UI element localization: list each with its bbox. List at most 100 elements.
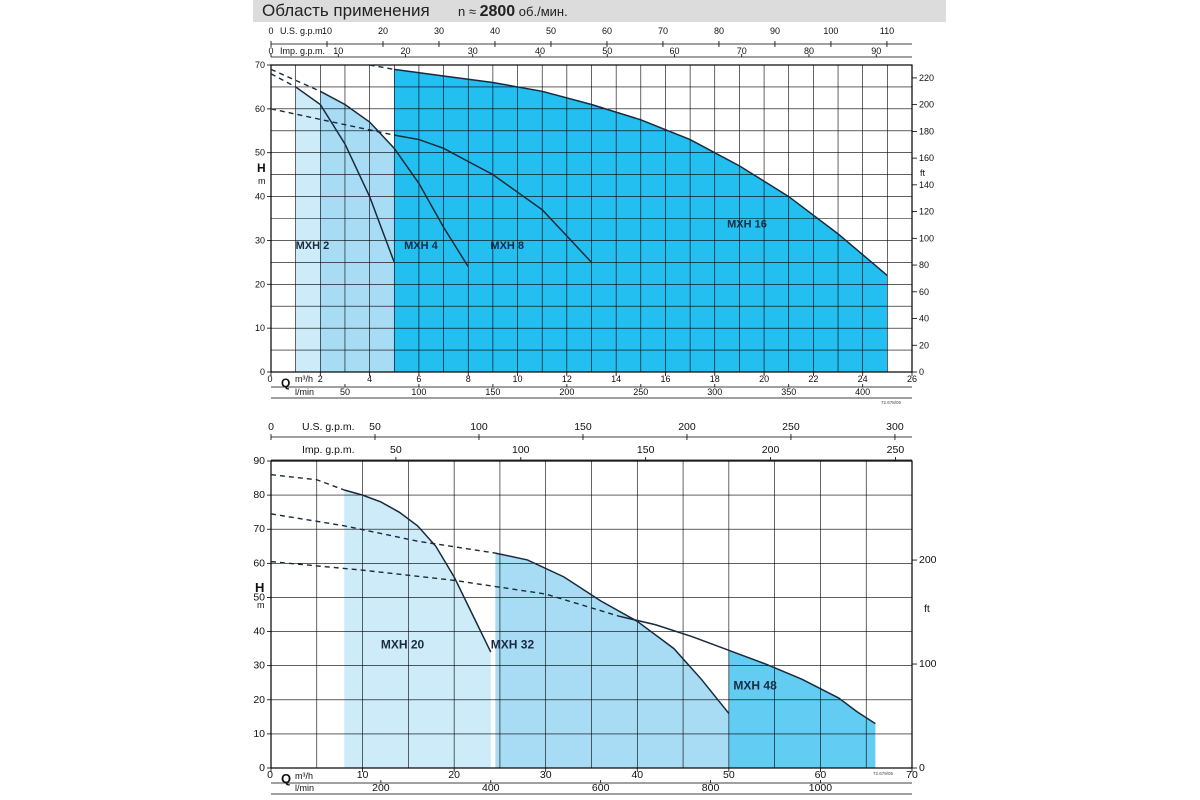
top-tick-label-usgpm: 30 xyxy=(434,26,444,36)
plot-frame xyxy=(270,64,913,373)
y-tick-label-ft: 100 xyxy=(919,233,934,243)
speed-value: 2800 xyxy=(479,3,516,20)
x-tick-label-zero: 0 xyxy=(267,769,273,781)
series-area-mxh-20 xyxy=(344,489,491,768)
top-tick-label-impgpm: 200 xyxy=(762,444,780,456)
x-tick-label-m3h: 12 xyxy=(562,374,572,384)
top-tick-label-impgpm: 40 xyxy=(535,46,545,56)
top-tick-label-usgpm: 250 xyxy=(782,421,800,433)
top-tick-label-usgpm: 70 xyxy=(658,26,668,36)
top-tick-label-usgpm: 50 xyxy=(546,26,556,36)
series-area-mxh-32 xyxy=(495,553,729,768)
y-tick-label-m: 60 xyxy=(253,557,265,569)
x-tick-label-lmin: 1000 xyxy=(809,782,833,794)
x-tick-label-zero: 0 xyxy=(267,374,272,384)
x-tick-label-m3h: 26 xyxy=(907,374,917,384)
top-tick-label-impgpm: 60 xyxy=(669,46,679,56)
top-tick-label-usgpm: 100 xyxy=(470,421,488,433)
x-tick-label-m3h: 60 xyxy=(815,769,827,781)
performance-curve-mxh-48 xyxy=(618,615,876,725)
x-tick-label-lmin: 250 xyxy=(633,387,648,397)
x-tick-label-lmin: 300 xyxy=(707,387,722,397)
x-axis-unit-m3h: m³/h xyxy=(295,374,313,384)
y-tick-label-m: 30 xyxy=(255,235,265,245)
top-tick-label-impgpm: 250 xyxy=(887,444,905,456)
x-tick-label-m3h: 50 xyxy=(723,769,735,781)
x-axis-unit-lmin: l/min xyxy=(295,783,314,793)
x-tick-label-m3h: 22 xyxy=(808,374,818,384)
dashed-extension-mxh-48 xyxy=(270,560,620,617)
y-tick-label-m: 50 xyxy=(253,591,265,603)
top-axis-label-usgpm: U.S. g.p.m. xyxy=(302,421,355,433)
x-tick-label-lmin: 50 xyxy=(340,387,350,397)
top-tick-label-usgpm: 40 xyxy=(490,26,500,36)
series-label: MXH 16 xyxy=(727,218,767,230)
x-tick-label-m3h: 20 xyxy=(448,769,460,781)
y-tick-label-m: 10 xyxy=(255,323,265,333)
top-tick-label-usgpm: 200 xyxy=(678,421,696,433)
x-tick-label-lmin: 200 xyxy=(372,782,390,794)
series-label: MXH 4 xyxy=(404,240,439,252)
performance-curve-mxh-20 xyxy=(344,489,492,653)
top-tick-label-usgpm: 20 xyxy=(378,26,388,36)
page-title: Область применения xyxy=(262,1,430,20)
x-tick-label-lmin: 200 xyxy=(559,387,574,397)
top-tick-label-impgpm: 10 xyxy=(333,46,343,56)
y-tick-label-ft: 180 xyxy=(919,126,934,136)
top-tick-label-usgpm: 0 xyxy=(268,421,274,433)
y-tick-label-ft: 40 xyxy=(919,314,929,324)
top-tick-label-impgpm: 50 xyxy=(602,46,612,56)
x-tick-label-lmin: 400 xyxy=(482,782,500,794)
performance-curve-mxh-16 xyxy=(394,68,888,277)
y-tick-label-m: 90 xyxy=(253,455,265,467)
y-tick-label-ft: 60 xyxy=(919,287,929,297)
y-axis-unit-m: m xyxy=(257,600,265,610)
title-bar xyxy=(253,0,946,22)
x-tick-label-m3h: 70 xyxy=(906,769,918,781)
series-label: MXH 2 xyxy=(296,240,330,252)
dashed-extension-mxh-2 xyxy=(270,73,296,88)
x-tick-label-m3h: 10 xyxy=(513,374,523,384)
y-tick-label-ft: 160 xyxy=(919,153,934,163)
x-tick-label-m3h: 30 xyxy=(540,769,552,781)
top-tick-label-usgpm: 80 xyxy=(714,26,724,36)
speed-label: n ≈ 2800 об./мин. xyxy=(458,3,568,21)
x-tick-label-m3h: 10 xyxy=(357,769,369,781)
top-tick-label-impgpm: 150 xyxy=(637,444,655,456)
top-tick-label-usgpm: 300 xyxy=(886,421,904,433)
top-tick-label-usgpm: 150 xyxy=(574,421,592,433)
y-axis-label-ft: ft xyxy=(920,168,926,178)
x-tick-label-lmin: 600 xyxy=(592,782,610,794)
x-axis-label-q: Q xyxy=(281,771,291,786)
y-axis-unit-m: m xyxy=(258,176,266,186)
x-tick-label-m3h: 20 xyxy=(759,374,769,384)
x-tick-label-m3h: 8 xyxy=(466,374,471,384)
y-axis-label-ft: ft xyxy=(924,603,930,615)
top-axis-label-impgpm: Imp. g.p.m. xyxy=(280,46,325,56)
performance-curve-mxh-2 xyxy=(295,86,395,263)
series-label: MXH 20 xyxy=(381,638,425,652)
top-tick-label-impgpm: 50 xyxy=(390,444,402,456)
x-tick-label-m3h: 18 xyxy=(710,374,720,384)
dashed-extension-mxh-20 xyxy=(270,473,345,491)
top-tick-label-impgpm: 30 xyxy=(468,46,478,56)
speed-unit: об./мин. xyxy=(515,4,568,19)
top-tick-label-impgpm: 100 xyxy=(512,444,530,456)
x-tick-label-lmin: 350 xyxy=(781,387,796,397)
y-tick-label-m: 40 xyxy=(253,626,265,638)
top-tick-label-impgpm: 0 xyxy=(268,46,273,56)
y-tick-label-ft: 120 xyxy=(919,207,934,217)
y-axis-label-h: H xyxy=(255,580,264,595)
dashed-extension-mxh-16 xyxy=(369,64,395,71)
y-tick-label-m: 60 xyxy=(255,104,265,114)
top-tick-label-usgpm: 60 xyxy=(602,26,612,36)
top-tick-label-impgpm: 90 xyxy=(871,46,881,56)
top-tick-label-usgpm: 100 xyxy=(823,26,838,36)
chart-2: MXH 20 MXH 32 MXH 48 0 10 20 30 40 50 60 70 80 90 Hm 0… xyxy=(253,421,937,795)
plot-frame xyxy=(270,460,913,769)
x-tick-label-m3h: 16 xyxy=(660,374,670,384)
speed-prefix: n ≈ xyxy=(458,4,480,19)
x-tick-label-m3h: 14 xyxy=(611,374,621,384)
